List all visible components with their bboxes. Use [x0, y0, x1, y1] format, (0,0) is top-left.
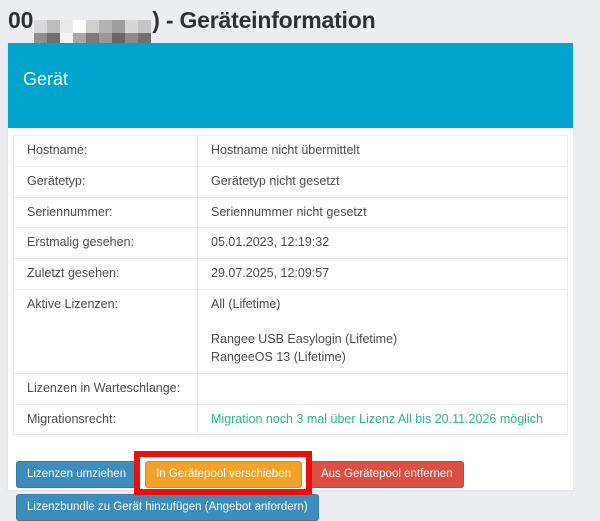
- row-value: Seriennummer nicht gesetzt: [197, 196, 568, 229]
- page-title-prefix: 00: [8, 7, 34, 33]
- redacted-device-id: [34, 20, 152, 46]
- mosaic-block: [125, 20, 139, 33]
- mosaic-block: [112, 33, 126, 46]
- row-value: All (Lifetime) Rangee USB Easylogin (Lif…: [197, 288, 568, 374]
- table-row: Zuletzt gesehen: 29.07.2025, 12:09:57: [13, 258, 568, 290]
- table-row: Aktive Lizenzen: All (Lifetime) Rangee US…: [13, 288, 568, 374]
- row-label: Migrationsrecht:: [13, 403, 198, 436]
- mosaic-block: [99, 20, 113, 33]
- row-value: [197, 372, 568, 405]
- table-row: Lizenzen in Warteschlange:: [13, 372, 568, 405]
- panel-body: Hostname: Hostname nicht übermittelt Gerät…: [8, 128, 573, 521]
- mosaic-block: [138, 20, 152, 33]
- row-value: 29.07.2025, 12:09:57: [197, 258, 568, 290]
- table-row: Erstmalig gesehen: 05.01.2023, 12:19:32: [13, 227, 568, 259]
- panel-heading: Gerät: [8, 43, 573, 128]
- device-info-table: Hostname: Hostname nicht übermittelt Gerät…: [13, 135, 568, 436]
- mosaic-block: [73, 33, 87, 46]
- mosaic-block: [73, 20, 87, 33]
- row-label: Erstmalig gesehen:: [13, 227, 198, 259]
- row-label: Aktive Lizenzen:: [13, 288, 198, 374]
- table-row: Migrationsrecht: Migration noch 3 mal übe…: [13, 403, 568, 436]
- mosaic-block: [99, 33, 113, 46]
- row-value: Gerätetyp nicht gesetzt: [197, 165, 568, 198]
- mosaic-block: [60, 33, 74, 46]
- table-row: Hostname: Hostname nicht übermittelt: [13, 135, 568, 167]
- row-label: Lizenzen in Warteschlange:: [13, 372, 198, 405]
- mosaic-block: [138, 33, 152, 46]
- row-label: Seriennummer:: [13, 196, 198, 229]
- row-value: 05.01.2023, 12:19:32: [197, 227, 568, 259]
- button-area: Lizenzen umziehen In Gerätepool verschieb…: [16, 461, 568, 521]
- mosaic-block: [34, 20, 48, 33]
- move-to-device-pool-button[interactable]: In Gerätepool verschieben: [145, 461, 302, 488]
- mosaic-block: [86, 33, 100, 46]
- table-row: Seriennummer: Seriennummer nicht gesetzt: [13, 196, 568, 229]
- device-panel: Gerät Hostname: Hostname nicht übermittel…: [8, 43, 573, 521]
- mosaic-block: [60, 20, 74, 33]
- move-licenses-button[interactable]: Lizenzen umziehen: [16, 461, 138, 488]
- mosaic-block: [125, 33, 139, 46]
- page-title-suffix: ) - Geräteinformation: [152, 7, 376, 33]
- row-label: Gerätetyp:: [13, 165, 198, 198]
- panel-heading-label: Gerät: [23, 69, 69, 89]
- mosaic-block: [34, 33, 48, 46]
- row-label: Hostname:: [13, 135, 198, 167]
- button-row-1: Lizenzen umziehen In Gerätepool verschieb…: [16, 461, 568, 488]
- mosaic-block: [112, 20, 126, 33]
- page-title: 00 ) - Geräteinformation: [0, 0, 600, 46]
- mosaic-block: [47, 33, 61, 46]
- mosaic-block: [47, 20, 61, 33]
- row-label: Zuletzt gesehen:: [13, 258, 198, 290]
- remove-from-device-pool-button[interactable]: Aus Gerätepool entfernen: [309, 461, 464, 488]
- mosaic-block: [86, 20, 100, 33]
- table-row: Gerätetyp: Gerätetyp nicht gesetzt: [13, 165, 568, 198]
- device-info-tbody: Hostname: Hostname nicht übermittelt Gerät…: [13, 135, 568, 436]
- row-value: Migration noch 3 mal über Lizenz All bis…: [197, 403, 568, 436]
- row-value: Hostname nicht übermittelt: [197, 135, 568, 167]
